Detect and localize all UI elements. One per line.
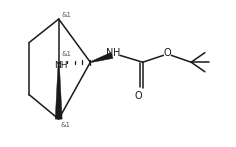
- Text: &1: &1: [62, 51, 72, 57]
- Polygon shape: [55, 62, 62, 119]
- Text: &1: &1: [62, 12, 72, 18]
- Text: N: N: [106, 48, 114, 58]
- Text: O: O: [164, 48, 171, 58]
- Polygon shape: [90, 52, 113, 63]
- Text: &1: &1: [61, 122, 71, 128]
- Text: H: H: [113, 48, 120, 58]
- Text: O: O: [135, 91, 143, 101]
- Text: NH: NH: [54, 61, 67, 70]
